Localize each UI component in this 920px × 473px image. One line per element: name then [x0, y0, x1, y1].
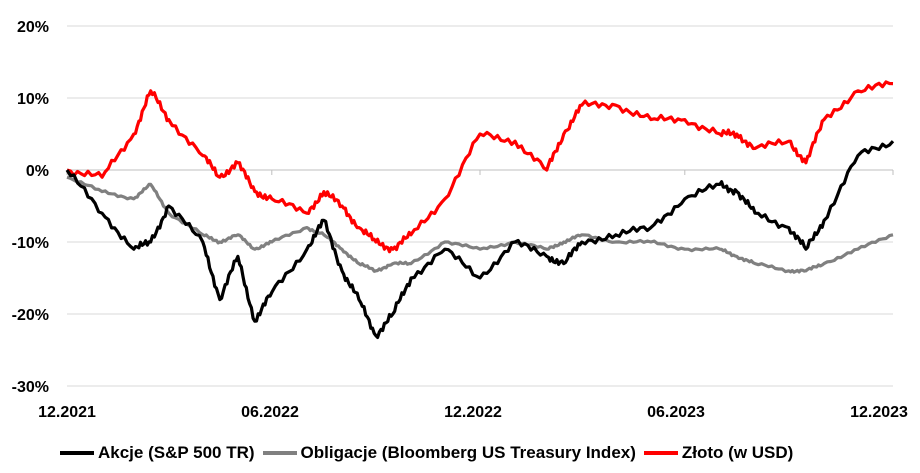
x-tick-label: 12.2023: [850, 404, 908, 421]
y-tick-label: -10%: [12, 235, 49, 252]
legend-item-obligacje: Obligacje (Bloomberg US Treasury Index): [262, 443, 636, 463]
x-tick-label: 06.2022: [241, 404, 299, 421]
gridlines: [66, 25, 894, 387]
series-line-obligacje: [66, 175, 894, 274]
x-tick-label: 12.2021: [38, 404, 96, 421]
legend-swatch-zloto: [643, 451, 678, 455]
series-line-akcje: [65, 140, 895, 339]
legend-swatch-obligacje: [262, 451, 297, 455]
x-tick-label: 06.2023: [647, 404, 705, 421]
x-axis-tick-labels: 12.2021 06.2022 12.2022 06.2023 12.2023: [38, 404, 908, 421]
legend-item-akcje: Akcje (S&P 500 TR): [60, 443, 255, 463]
legend-item-zloto: Złoto (w USD): [643, 443, 794, 463]
series-line-zloto: [66, 80, 894, 254]
legend-swatch-akcje: [60, 451, 94, 455]
y-axis-tick-labels: 20% 10% 0% -10% -20% -30%: [12, 19, 49, 396]
y-tick-label: -30%: [12, 379, 49, 396]
legend-label-akcje: Akcje (S&P 500 TR): [98, 443, 255, 462]
legend: Akcje (S&P 500 TR) Obligacje (Bloomberg …: [60, 443, 801, 463]
y-tick-label: 0%: [26, 163, 49, 180]
y-tick-label: -20%: [12, 307, 49, 324]
legend-label-obligacje: Obligacje (Bloomberg US Treasury Index): [300, 443, 636, 462]
y-tick-label: 20%: [17, 19, 49, 36]
series-lines: [65, 80, 895, 339]
y-tick-label: 10%: [17, 91, 49, 108]
legend-label-zloto: Złoto (w USD): [681, 443, 794, 462]
x-tick-label: 12.2022: [444, 404, 502, 421]
